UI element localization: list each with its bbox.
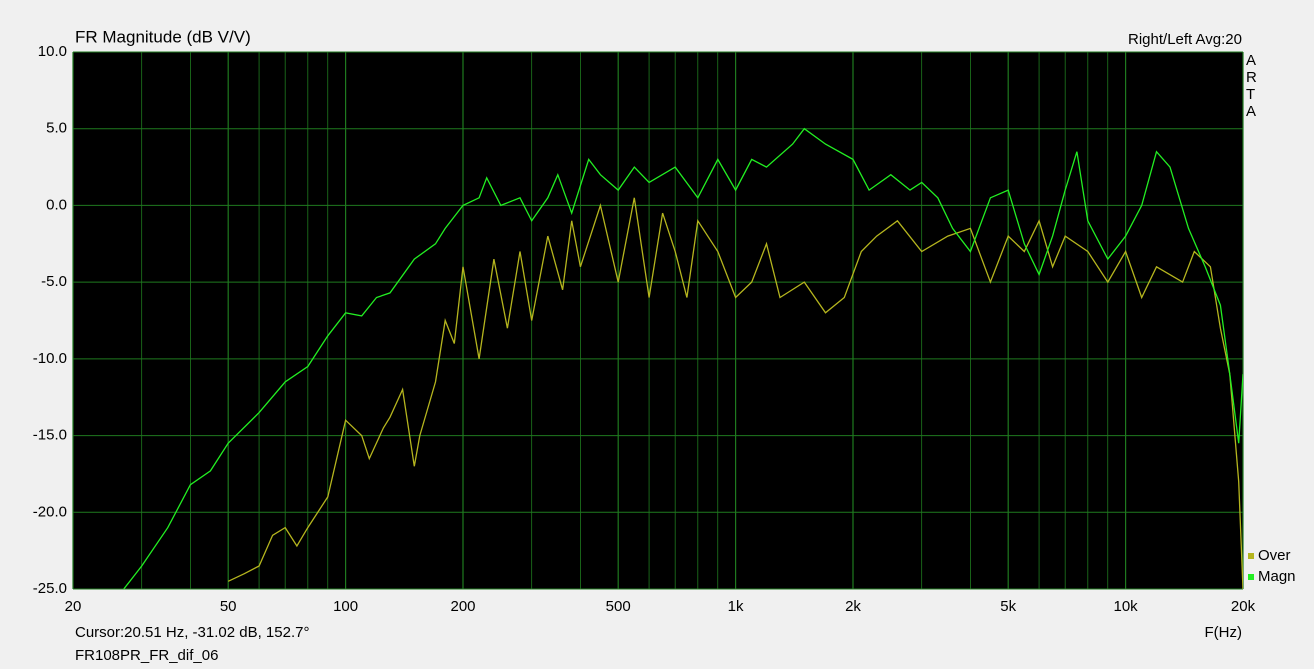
y-tick-label: -25.0 <box>33 580 67 597</box>
y-tick-label: -15.0 <box>33 427 67 444</box>
x-tick-label: 1k <box>728 598 744 615</box>
legend-label: Over <box>1258 547 1291 564</box>
series-line <box>123 127 1243 589</box>
x-tick-label: 5k <box>1000 598 1016 615</box>
x-tick-label: 50 <box>220 598 237 615</box>
cursor-readout: Cursor:20.51 Hz, -31.02 dB, 152.7° <box>75 624 309 641</box>
file-name: FR108PR_FR_dif_06 <box>75 647 218 664</box>
y-tick-label: 0.0 <box>46 196 67 213</box>
side-label: ARTA <box>1246 52 1257 120</box>
x-axis-label: F(Hz) <box>1205 624 1243 641</box>
legend-swatch <box>1248 574 1254 580</box>
y-tick-label: -5.0 <box>41 273 67 290</box>
x-tick-label: 200 <box>450 598 475 615</box>
x-tick-label: 500 <box>606 598 631 615</box>
x-tick-label: 10k <box>1114 598 1139 615</box>
subtitle: Right/Left Avg:20 <box>1128 31 1242 48</box>
plot-area <box>73 52 1243 589</box>
y-tick-label: -10.0 <box>33 350 67 367</box>
x-tick-label: 20k <box>1231 598 1256 615</box>
x-tick-label: 100 <box>333 598 358 615</box>
legend-label: Magn <box>1258 568 1296 585</box>
y-tick-label: -20.0 <box>33 503 67 520</box>
chart-title: FR Magnitude (dB V/V) <box>75 27 251 46</box>
y-tick-label: 10.0 <box>38 43 67 60</box>
y-tick-label: 5.0 <box>46 120 67 137</box>
x-tick-label: 2k <box>845 598 861 615</box>
series-line <box>227 197 1243 589</box>
x-tick-label: 20 <box>65 598 82 615</box>
legend-swatch <box>1248 553 1254 559</box>
